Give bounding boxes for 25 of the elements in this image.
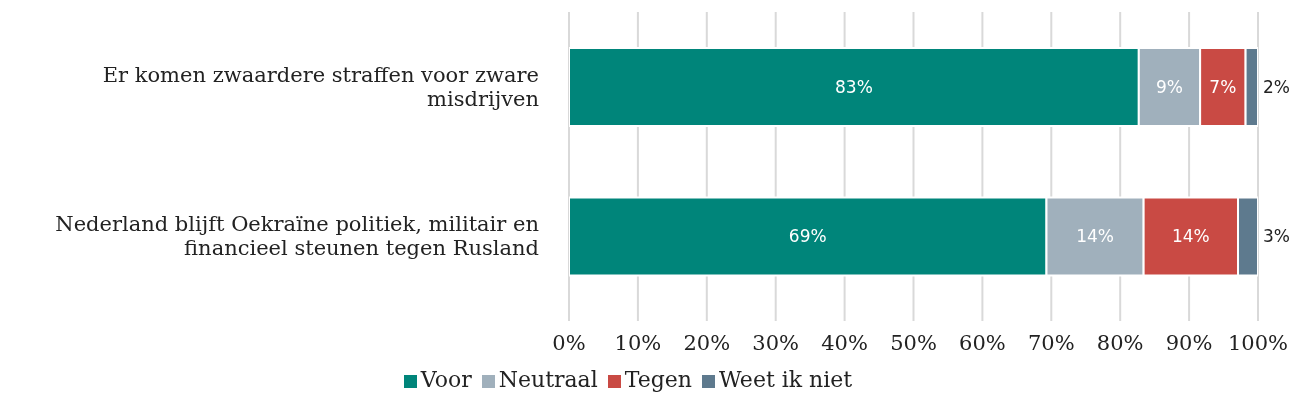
data-label: 14% <box>1076 226 1114 247</box>
legend-label: Weet ik niet <box>719 367 853 392</box>
x-tick-label: 80% <box>1096 330 1144 355</box>
data-label: 83% <box>835 76 873 97</box>
x-tick-label: 50% <box>890 330 937 355</box>
x-tick-label: 60% <box>959 330 1006 355</box>
legend-label: Tegen <box>624 367 693 392</box>
x-tick-label: 90% <box>1165 330 1213 355</box>
data-label: 69% <box>788 226 827 247</box>
data-label: 14% <box>1171 226 1210 247</box>
x-tick-label: 0% <box>552 330 586 355</box>
data-label: 2% <box>1263 76 1290 97</box>
data-label: 9% <box>1155 76 1183 97</box>
legend-label: Neutraal <box>498 367 598 392</box>
x-tick-label: 40% <box>821 330 868 355</box>
x-tick-label: 100% <box>1227 330 1289 355</box>
legend-label: Voor <box>420 367 472 392</box>
x-tick-label: 10% <box>614 330 662 355</box>
x-tick-label: 70% <box>1027 330 1075 355</box>
y-tick-label: Nederland blijft Oekraïne politiek, militair en financieel steunen tegen Rusland <box>55 212 539 261</box>
data-label: 3% <box>1263 226 1290 247</box>
x-tick-label: 30% <box>752 330 800 355</box>
data-label: 7% <box>1209 76 1237 97</box>
y-tick-label: Er komen zwaardere straffen voor zware misdrijven <box>102 62 539 111</box>
x-tick-label: 20% <box>683 330 731 355</box>
